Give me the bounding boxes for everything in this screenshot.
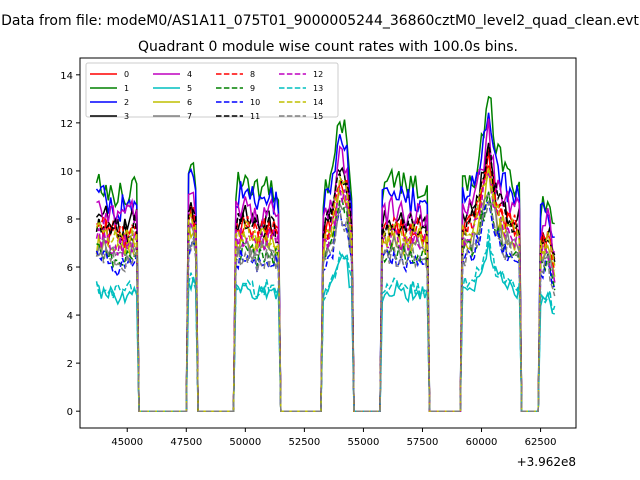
y-tick-label: 14 [60,71,73,82]
legend-label: 2 [124,98,129,107]
legend-label: 13 [313,84,323,93]
x-tick-label: 60000 [466,437,498,448]
legend-label: 10 [250,98,260,107]
x-tick-label: 62500 [525,437,557,448]
x-axis-offset-label: +3.962e8 [517,455,576,469]
legend-label: 4 [187,70,192,79]
x-tick-label: 55000 [348,437,380,448]
series-line-15 [96,199,556,412]
legend-label: 15 [313,112,323,121]
legend-label: 7 [187,112,192,121]
legend-frame [85,62,339,118]
y-tick-label: 12 [60,119,73,130]
legend-label: 12 [313,70,323,79]
y-tick-label: 2 [67,359,73,370]
x-tick-label: 52500 [288,437,320,448]
y-tick-label: 8 [67,215,73,226]
series-line-13 [95,229,556,412]
legend-label: 11 [250,112,260,121]
plot-frame [79,57,577,429]
x-tick-label: 47500 [170,437,202,448]
legend-label: 14 [313,98,323,107]
legend-label: 6 [187,98,192,107]
figure-suptitle: Data from file: modeM0/AS1A11_075T01_900… [1,13,639,29]
plot-area [79,57,577,429]
x-tick-label: 45000 [111,437,143,448]
y-tick-label: 4 [67,311,73,322]
legend-label: 3 [124,112,129,121]
x-tick-label: 57500 [407,437,439,448]
y-tick-label: 10 [60,167,73,178]
legend-label: 1 [124,84,129,93]
legend-label: 8 [250,70,255,79]
y-axis: 0 2 4 6 8 10 12 14 [60,71,80,418]
x-tick-label: 50000 [229,437,261,448]
legend-label: 0 [124,70,129,79]
legend-label: 5 [187,84,192,93]
x-axis: 45000 47500 50000 52500 55000 57500 60000 62500 [111,428,556,448]
y-tick-label: 0 [67,407,73,418]
series-group [95,95,556,412]
legend-label: 9 [250,84,255,93]
series-line-7 [95,190,556,412]
chart-title: Quadrant 0 module wise count rates with … [138,39,518,55]
y-tick-label: 6 [67,263,73,274]
